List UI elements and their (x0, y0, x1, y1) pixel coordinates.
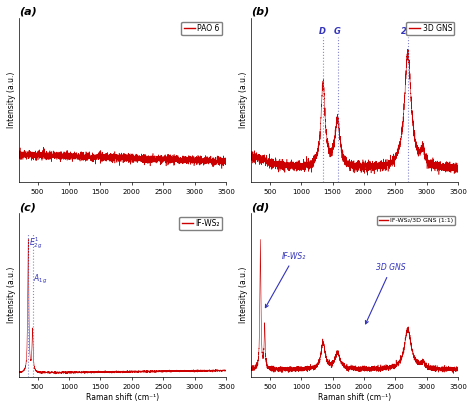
Text: (c): (c) (18, 202, 36, 212)
X-axis label: Raman shift (cm⁻¹): Raman shift (cm⁻¹) (86, 393, 159, 402)
Text: 2D: 2D (401, 27, 413, 36)
Text: IF-WS₂: IF-WS₂ (265, 252, 307, 308)
Text: 3D GNS: 3D GNS (365, 263, 406, 324)
Y-axis label: Intensity (a.u.): Intensity (a.u.) (239, 267, 248, 323)
Legend: IF-WS₂: IF-WS₂ (179, 217, 222, 230)
Text: $E^1_{2g}$: $E^1_{2g}$ (29, 236, 43, 251)
Text: G: G (334, 27, 340, 36)
Legend: 3D GNS: 3D GNS (407, 22, 454, 35)
Text: $A_{1g}$: $A_{1g}$ (34, 273, 48, 286)
Text: (b): (b) (251, 7, 269, 17)
Text: (a): (a) (18, 7, 36, 17)
Text: D: D (319, 27, 325, 36)
Text: (d): (d) (251, 202, 269, 212)
Y-axis label: Intensity (a.u.): Intensity (a.u.) (7, 267, 16, 323)
X-axis label: Raman shift (cm⁻¹): Raman shift (cm⁻¹) (318, 393, 391, 402)
Y-axis label: Intensity (a.u.): Intensity (a.u.) (239, 72, 248, 128)
Legend: IF-WS₂/3D GNS (1:1): IF-WS₂/3D GNS (1:1) (377, 216, 455, 225)
Y-axis label: Intensity (a.u.): Intensity (a.u.) (7, 72, 16, 128)
Legend: PAO 6: PAO 6 (182, 22, 222, 35)
